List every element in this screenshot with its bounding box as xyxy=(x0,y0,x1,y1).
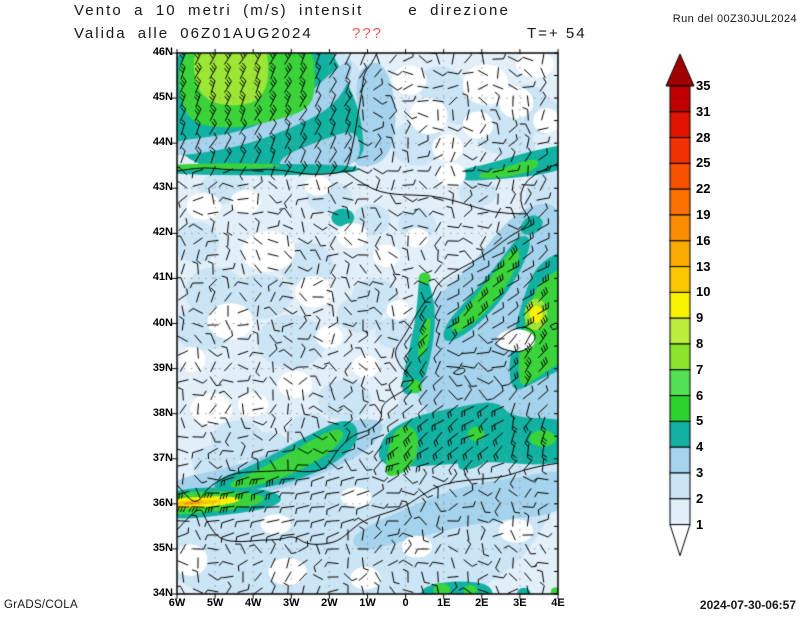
colorbar-tick-label: 9 xyxy=(696,310,704,326)
lon-tick-label: 1E xyxy=(436,597,451,609)
colorbar-tick-label: 31 xyxy=(696,103,711,119)
colorbar-tick-label: 10 xyxy=(696,284,711,300)
timestamp: 2024-07-30-06:57 xyxy=(699,598,796,612)
lon-tick-label: 2W xyxy=(321,597,338,609)
colorbar-tick-label: 3 xyxy=(696,465,704,480)
lat-tick-label: 40N xyxy=(152,316,173,329)
run-label: Run del 00Z30JUL2024 xyxy=(672,13,797,25)
lat-tick-label: 34N xyxy=(152,587,173,599)
valid-time-label: Valida alle 06Z01AUG2024 xyxy=(74,25,313,42)
grads-credit: GrADS/COLA xyxy=(4,599,78,611)
colorbar-tick-label: 1 xyxy=(696,516,704,532)
lat-tick-label: 46N xyxy=(152,46,173,58)
lon-tick-label: 4W xyxy=(244,597,262,609)
lat-tick-label: 38N xyxy=(152,406,173,419)
lat-tick-label: 36N xyxy=(152,496,173,509)
lon-tick-label: 1W xyxy=(359,597,376,609)
lat-tick-label: 45N xyxy=(152,91,173,104)
lon-tick-label: 0 xyxy=(402,597,409,609)
colorbar-tick-label: 25 xyxy=(696,155,711,171)
colorbar-tick-label: 28 xyxy=(696,129,711,145)
lon-tick-label: 6W xyxy=(168,597,186,609)
colorbar-tick-label: 19 xyxy=(696,207,711,222)
lon-tick-label: 2E xyxy=(475,597,489,609)
colorbar-tick-label: 16 xyxy=(696,232,711,248)
lat-tick-label: 43N xyxy=(152,181,173,194)
colorbar-tick-label: 5 xyxy=(696,413,704,429)
forecast-step-label: T=+ 54 xyxy=(527,25,587,42)
lat-tick-label: 44N xyxy=(152,136,173,149)
colorbar-tick-label: 22 xyxy=(696,181,711,197)
lat-tick-label: 37N xyxy=(152,451,173,464)
lon-tick-label: 3W xyxy=(283,597,300,609)
missing-marker: ??? xyxy=(352,25,384,42)
colorbar-tick-label: 13 xyxy=(696,258,711,274)
colorbar-tick-label: 35 xyxy=(696,78,711,93)
lat-tick-label: 39N xyxy=(152,361,173,374)
map-title: Vento a 10 metri (m/s) intensit e direzi… xyxy=(74,2,510,19)
lon-tick-label: 5W xyxy=(206,597,224,609)
lon-tick-label: 3E xyxy=(513,597,527,609)
colorbar-tick-label: 6 xyxy=(696,387,704,403)
lat-tick-label: 42N xyxy=(152,226,173,239)
colorbar-tick-label: 7 xyxy=(696,361,704,377)
lat-tick-label: 35N xyxy=(152,541,173,554)
lon-tick-label: 4E xyxy=(551,597,565,609)
colorbar-tick-label: 4 xyxy=(696,439,704,455)
lat-tick-label: 41N xyxy=(152,271,173,284)
colorbar-tick-label: 8 xyxy=(696,336,704,351)
colorbar-tick-label: 2 xyxy=(696,490,704,506)
